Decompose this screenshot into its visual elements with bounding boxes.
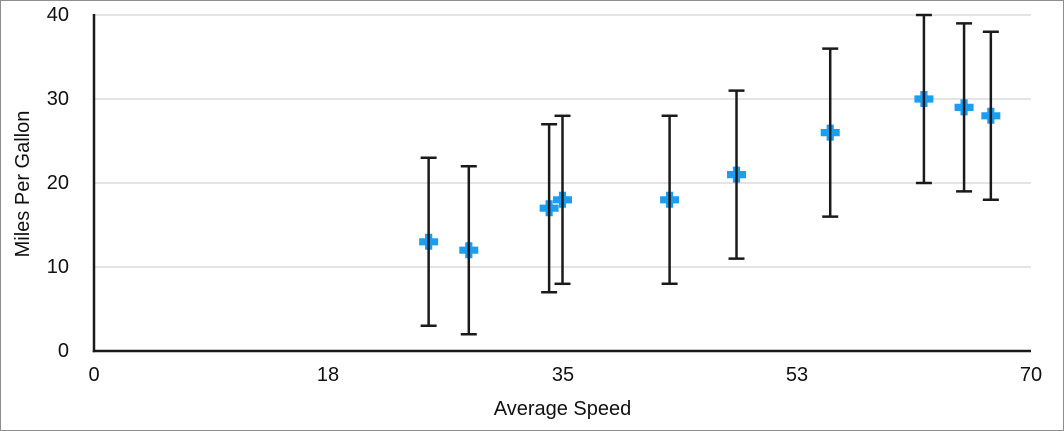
y-tick-label: 30 bbox=[46, 88, 69, 110]
x-axis-title: Average Speed bbox=[493, 398, 632, 420]
y-tick-label: 20 bbox=[46, 172, 69, 194]
y-tick-label: 10 bbox=[46, 256, 69, 278]
y-axis-title: Miles Per Gallon bbox=[12, 110, 34, 258]
y-tick-label: 0 bbox=[57, 340, 69, 362]
x-tick-label: 35 bbox=[551, 364, 575, 386]
x-tick-label: 0 bbox=[88, 364, 100, 386]
x-tick-label: 70 bbox=[1019, 364, 1043, 386]
y-tick-label: 40 bbox=[46, 4, 69, 26]
x-tick-label: 18 bbox=[316, 364, 340, 386]
x-tick-label: 53 bbox=[785, 364, 809, 386]
